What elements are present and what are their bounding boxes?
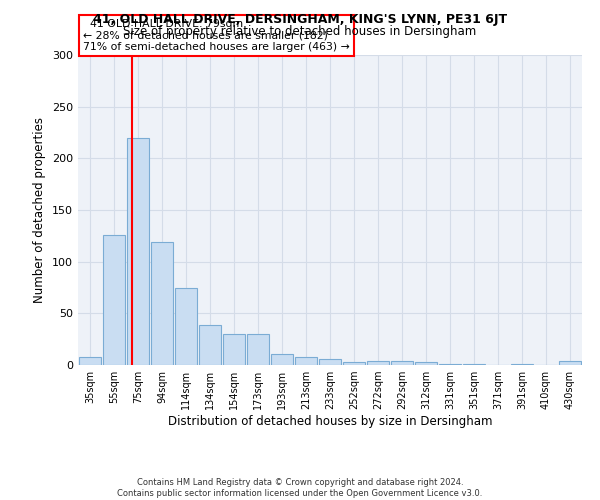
- Bar: [175, 288, 197, 365]
- Y-axis label: Number of detached properties: Number of detached properties: [34, 117, 46, 303]
- Text: Contains HM Land Registry data © Crown copyright and database right 2024.
Contai: Contains HM Land Registry data © Crown c…: [118, 478, 482, 498]
- Text: 41, OLD HALL DRIVE, DERSINGHAM, KING'S LYNN, PE31 6JT: 41, OLD HALL DRIVE, DERSINGHAM, KING'S L…: [93, 12, 507, 26]
- Bar: [559, 361, 581, 365]
- Bar: [319, 359, 341, 365]
- Bar: [247, 334, 269, 365]
- Text: 41 OLD HALL DRIVE: 79sqm
← 28% of detached houses are smaller (182)
71% of semi-: 41 OLD HALL DRIVE: 79sqm ← 28% of detach…: [83, 18, 350, 52]
- Bar: [271, 354, 293, 365]
- Bar: [439, 364, 461, 365]
- Bar: [511, 364, 533, 365]
- Bar: [463, 364, 485, 365]
- Bar: [103, 235, 125, 365]
- Bar: [151, 242, 173, 365]
- Bar: [391, 361, 413, 365]
- Bar: [199, 324, 221, 365]
- Bar: [295, 356, 317, 365]
- Bar: [127, 138, 149, 365]
- Bar: [343, 362, 365, 365]
- Bar: [415, 362, 437, 365]
- Text: Size of property relative to detached houses in Dersingham: Size of property relative to detached ho…: [124, 25, 476, 38]
- X-axis label: Distribution of detached houses by size in Dersingham: Distribution of detached houses by size …: [168, 415, 492, 428]
- Bar: [367, 361, 389, 365]
- Bar: [79, 356, 101, 365]
- Bar: [223, 334, 245, 365]
